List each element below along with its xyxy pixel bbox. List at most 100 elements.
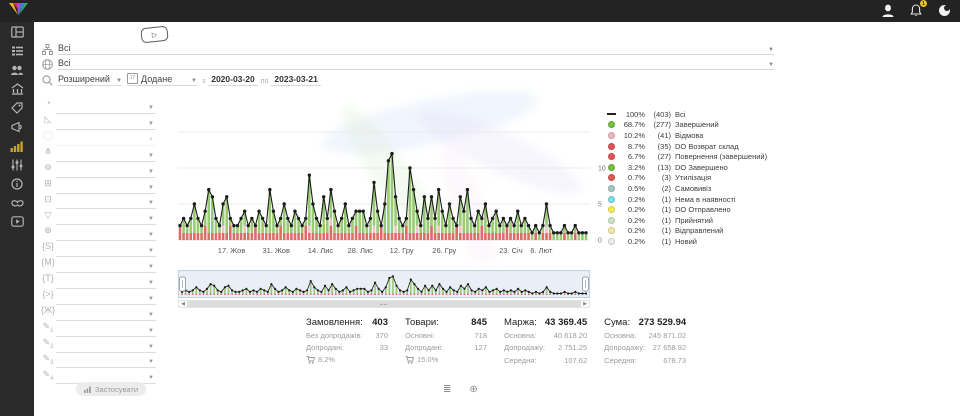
info-icon[interactable]: [0, 174, 34, 193]
legend-item[interactable]: 0.2% (1) DO Отправлено: [607, 204, 777, 215]
chevron-down-icon: ▼: [148, 311, 154, 318]
video-icon[interactable]: [0, 212, 34, 231]
legend-item[interactable]: 0.2% (1) Новий: [607, 236, 777, 247]
legend-label: DO Завершено: [675, 162, 728, 172]
orders-icon[interactable]: [0, 41, 34, 60]
legend-item[interactable]: 100% (403) Всі: [607, 109, 777, 120]
structure-filter-row[interactable]: ⋔ ▼: [40, 146, 156, 162]
theme-icon[interactable]: [936, 2, 952, 18]
legend-item[interactable]: 68.7% (277) Завершений: [607, 120, 777, 131]
legend-percent: 0.7%: [627, 173, 645, 183]
svg-text:31. Жов: 31. Жов: [262, 246, 290, 255]
custom-field-3-row[interactable]: ✎3 ▼: [40, 353, 156, 369]
legend-item[interactable]: 10.2% (41) Відмова: [607, 130, 777, 141]
planet-filter-row[interactable]: ◔ ▼: [40, 98, 156, 114]
stat-sub-value: 27 658.92: [652, 343, 687, 353]
legend-item[interactable]: 0.2% (1) Відправлений: [607, 226, 777, 237]
help-filter-icon: ◯: [42, 130, 54, 140]
store-icon[interactable]: [0, 79, 34, 98]
product-filter-row[interactable]: ⊞ ▼: [40, 178, 156, 194]
main-chart: 0 5 10 17. Жов 31. Жов 14. Лис 28. Лис 12. Гру 2…: [178, 104, 618, 256]
legend-count: (13): [657, 162, 671, 172]
chevron-down-icon: ▼: [148, 359, 154, 366]
manager-filter-icon: {M}: [41, 257, 55, 268]
chevron-down-icon: ▼: [148, 120, 154, 127]
manager-filter-row[interactable]: {M} ▼: [40, 257, 156, 273]
chevron-down-icon: ▼: [148, 264, 154, 270]
scan-filter-icon: ⊡: [44, 193, 52, 204]
type-filter-row[interactable]: {T} ▼: [40, 273, 156, 289]
zh-filter-row[interactable]: {Ж} ▼: [40, 305, 156, 321]
trend-filter-row[interactable]: ◺ ▼: [40, 114, 156, 130]
date-field-select[interactable]: 17 Додане ▼: [127, 73, 197, 86]
legend-item[interactable]: 8.7% (35) DO Возврат склад: [607, 141, 777, 152]
svg-text:5: 5: [598, 202, 602, 209]
legend-item[interactable]: 0.2% (1) Нема в наявності: [607, 194, 777, 205]
dashboard-icon[interactable]: [0, 22, 34, 41]
tags-icon[interactable]: [0, 98, 34, 117]
date-from-label: з: [202, 78, 206, 85]
date-to-input[interactable]: 2023-03-21: [271, 74, 321, 86]
source-filter-row[interactable]: {S} ▼: [40, 241, 156, 258]
legend-item[interactable]: 0.2% (1) Прийнятий: [607, 215, 777, 226]
date-from-input[interactable]: 2020-03-20: [208, 74, 258, 86]
apply-button[interactable]: Застосувати: [76, 382, 147, 396]
legend-item[interactable]: 0.5% (2) Самовивіз: [607, 183, 777, 194]
stat-value: 43 369.45: [544, 317, 588, 328]
legend-item[interactable]: 6.7% (27) Повернення (завершений): [607, 151, 777, 162]
notifications-icon[interactable]: 1: [908, 0, 927, 18]
statistics-icon[interactable]: [0, 136, 34, 155]
legend-swatch: [607, 184, 616, 193]
funnel-filter-icon: ▽: [44, 209, 52, 220]
legend-percent: 100%: [625, 109, 645, 119]
legend-item[interactable]: 3.2% (13) DO Завершено: [607, 162, 777, 173]
legend-item[interactable]: 0.7% (3) Утилізація: [607, 173, 777, 184]
profile-icon[interactable]: [880, 2, 896, 18]
sphere-icon: [42, 59, 53, 73]
settings-icon[interactable]: [0, 155, 34, 174]
chevron-down-icon: ▼: [148, 168, 154, 175]
stat-sub-value: 107.62: [564, 355, 588, 365]
scroll-left-icon[interactable]: ◀: [181, 301, 185, 307]
search-icon[interactable]: [42, 75, 53, 89]
legend-percent: 0.2%: [627, 205, 645, 215]
funnel-filter-row[interactable]: ▽ ▼: [40, 209, 156, 226]
partners-icon[interactable]: [0, 193, 34, 212]
chart-scrollbar[interactable]: ◀ ╍╍ ▶: [178, 300, 590, 308]
date-to-label: по: [260, 78, 269, 85]
svg-text:23. Січ: 23. Січ: [499, 246, 523, 255]
fingerprint-filter-row[interactable]: ⊚ ▼: [40, 161, 156, 178]
list-view-icon[interactable]: ≣: [443, 384, 452, 395]
legend-percent: 8.7%: [627, 141, 645, 151]
legend-swatch: [607, 205, 616, 214]
clients-icon[interactable]: [0, 60, 34, 79]
stat-sub-label: Основні:: [405, 331, 435, 341]
angle-filter-row[interactable]: {>} ▼: [40, 289, 156, 305]
campaigns-icon[interactable]: [0, 117, 34, 136]
custom-field-1-row[interactable]: ✎1 ▼: [40, 321, 156, 337]
legend-count: (27): [657, 152, 671, 162]
brand-logo[interactable]: [7, 2, 29, 24]
globe-filter-row[interactable]: ⊕ ▼: [40, 225, 156, 242]
scan-filter-row[interactable]: ⊡ ▼: [40, 193, 156, 210]
fingerprint-filter-icon: ⊚: [44, 161, 52, 172]
custom-field-2-row[interactable]: ✎2 ▼: [40, 337, 156, 353]
campaign-badge-icon[interactable]: ▷: [140, 25, 169, 44]
scroll-right-icon[interactable]: ▶: [583, 301, 587, 307]
legend-percent: 0.5%: [627, 183, 645, 193]
svg-text:28. Лис: 28. Лис: [348, 246, 374, 255]
scrollbar-thumb[interactable]: ╍╍: [187, 301, 581, 308]
chart-navigator[interactable]: [178, 270, 590, 300]
stat-value: 403: [372, 317, 388, 328]
legend-label: Всі: [675, 109, 686, 119]
products-view-icon[interactable]: ⊕: [469, 384, 478, 395]
legend-label: Утилізація: [675, 173, 712, 183]
stat-sub-label: Допродажу:: [604, 343, 646, 353]
svg-text:6. Лют: 6. Лют: [530, 246, 553, 255]
stat-sub-label: Основна:: [604, 331, 637, 341]
search-mode-select[interactable]: Розширений ▼: [58, 74, 122, 86]
status-filter-row[interactable]: Всі ▼: [40, 43, 774, 55]
help-filter-row[interactable]: ◯ ▼: [40, 130, 156, 146]
source-filter-icon: {S}: [41, 241, 54, 252]
product-filter-row[interactable]: Всі ▼: [40, 58, 774, 70]
